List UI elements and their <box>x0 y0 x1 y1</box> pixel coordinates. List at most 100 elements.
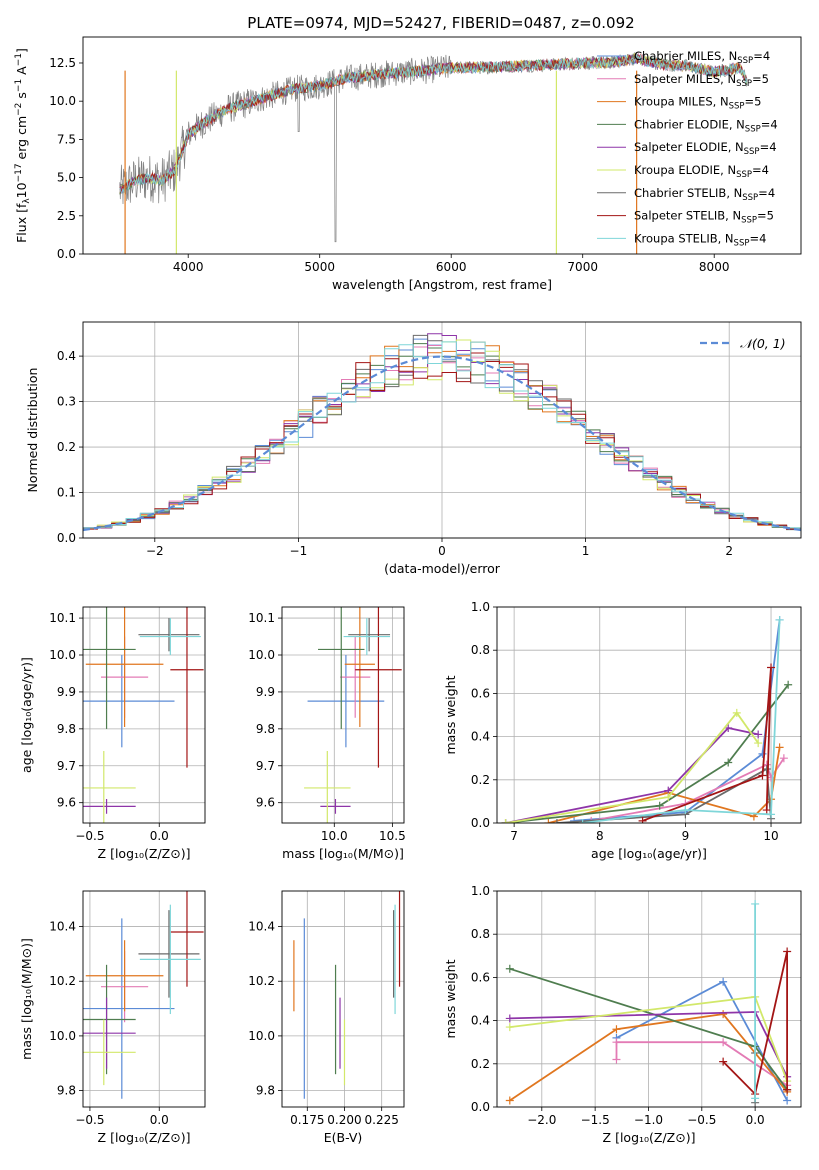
series-line <box>505 711 759 823</box>
x-tick-label: −1.0 <box>634 1113 663 1127</box>
y-tick-label: 0.8 <box>471 643 490 657</box>
axes-age-vs-mass: 10.0 10.5 9.6 9.7 9.8 9.9 10.0 10.1 mass [log₁₀(… <box>248 606 406 861</box>
legend-series-name: Chabrier MILES <box>634 49 721 63</box>
axes-residuals: −2 −1 0 1 2 0.0 0.1 0.2 0.3 0.4 (data-model)/error… <box>25 321 802 576</box>
series-point <box>505 1096 514 1105</box>
series-point <box>501 819 510 823</box>
grid <box>282 607 404 823</box>
grid <box>83 607 205 823</box>
series-point <box>783 1096 792 1105</box>
x-tick-label: 10.5 <box>379 829 406 843</box>
x-axis-label: Z [log₁₀(Z/Z⊙)] <box>98 846 191 861</box>
x-axis-label: E(B-V) <box>324 1130 363 1145</box>
y-label-part: 10 <box>14 182 29 198</box>
plot-area <box>293 891 401 1099</box>
x-axis-label: (data-model)/error <box>384 561 501 576</box>
y-axis-label: mass [log₁₀(M/M⊙)] <box>19 938 34 1060</box>
y-tick-label: 12.5 <box>49 56 76 70</box>
errorbar-salpeter-elodie <box>83 997 136 1069</box>
x-tick-label: 4000 <box>173 260 204 274</box>
x-tick-label: 0.0 <box>150 829 169 843</box>
x-tick-label: −2.0 <box>527 1113 556 1127</box>
errorbar-salpeter-stelib <box>355 607 402 768</box>
y-tick-label: 10.0 <box>248 648 275 662</box>
series-point <box>732 708 741 717</box>
series-point <box>664 793 673 802</box>
series-point <box>724 758 733 767</box>
y-label-part: erg cm <box>14 116 29 164</box>
legend-nssp: 4 <box>770 117 777 131</box>
y-tick-label: 0.0 <box>471 1100 490 1114</box>
legend-eq: = <box>752 72 762 86</box>
y-label-part: λ <box>22 198 32 204</box>
errorbar-salpeter-stelib <box>170 607 204 768</box>
axes-frame <box>281 890 405 1108</box>
y-tick-label: 9.8 <box>256 1084 275 1098</box>
y-label-part: −2 <box>14 103 24 116</box>
legend-sub: SSP <box>742 193 758 203</box>
y-tick-label: 0.4 <box>471 1014 490 1028</box>
normal-reference-curve <box>83 355 801 532</box>
y-tick-label: 9.6 <box>57 796 76 810</box>
x-tick-label: 10.0 <box>321 829 348 843</box>
y-tick-label: 10.1 <box>248 611 275 625</box>
errorbar-kroupa-stelib <box>139 618 201 655</box>
y-tick-label: 9.9 <box>57 685 76 699</box>
x-tick-label: −0.5 <box>687 1113 716 1127</box>
legend-sub: SSP <box>745 124 761 134</box>
errorbar-kroupa-miles <box>85 607 164 727</box>
y-axis-label: Flux [fλ10−17 erg cm−2 s−1 A−1] <box>14 48 32 243</box>
grid <box>497 606 801 824</box>
errorbar-kroupa-stelib <box>139 904 201 1015</box>
legend-series-name: Kroupa MILES <box>634 95 713 109</box>
errorbar-chabrier-miles <box>307 655 385 748</box>
y-tick-label: 9.7 <box>57 759 76 773</box>
x-tick-label: 1 <box>582 544 590 558</box>
series-point <box>783 1085 792 1094</box>
y-axis-label: mass weight <box>443 675 458 754</box>
series-point <box>612 1038 621 1047</box>
y-tick-label: 0.4 <box>57 349 76 363</box>
series-point <box>754 739 763 748</box>
y-tick-label: 5.0 <box>57 171 76 185</box>
errorbar-chabrier-miles <box>83 655 175 748</box>
x-tick-label: −2 <box>146 544 164 558</box>
series-point <box>767 810 776 819</box>
legend-sub: SSP <box>741 216 757 226</box>
model-kroupa-stelib <box>119 53 748 194</box>
y-tick-label: 0.4 <box>471 730 490 744</box>
x-tick-label: 9 <box>682 829 690 843</box>
y-tick-label: 0.3 <box>57 395 76 409</box>
series-point <box>719 1010 728 1019</box>
y-label-part: ] <box>14 48 29 53</box>
series-chabrier-elodie <box>501 680 793 823</box>
series-point <box>779 754 788 763</box>
legend-sub: SSP <box>736 79 752 89</box>
y-tick-label: 10.4 <box>49 920 76 934</box>
legend-sep: , N <box>725 209 741 223</box>
legend-series-name: Kroupa STELIB <box>634 231 718 245</box>
y-tick-label: 7.5 <box>57 132 76 146</box>
errorbar-chabrier-stelib <box>138 618 200 652</box>
y-tick-label: 2.5 <box>57 209 76 223</box>
series-point <box>655 801 664 810</box>
y-tick-label: 10.0 <box>49 1029 76 1043</box>
series-line <box>642 667 772 822</box>
errorbar-kroupa-miles <box>344 607 375 727</box>
axes-frame <box>82 606 206 824</box>
series-salpeter-stelib <box>638 663 776 823</box>
y-tick-label: 9.9 <box>256 685 275 699</box>
errorbar-salpeter-miles <box>340 636 371 718</box>
axes-frame <box>496 890 802 1108</box>
series-kroupa-stelib <box>751 899 760 1103</box>
y-tick-label: 0.2 <box>471 773 490 787</box>
axes-age-vs-Z: −0.5 0.0 9.6 9.7 9.8 9.9 10.0 10.1 Z [log₁₀(Z/Z⊙… <box>19 606 206 861</box>
y-tick-label: 1.0 <box>471 884 490 898</box>
series-point <box>505 1023 514 1032</box>
y-tick-label: 0.0 <box>57 531 76 545</box>
plot-area <box>505 899 792 1107</box>
legend-sub: SSP <box>734 238 750 248</box>
legend-sep: , N <box>729 117 745 131</box>
x-axis-label: wavelength [Angstrom, rest frame] <box>332 277 552 292</box>
legend-eq: = <box>744 95 754 109</box>
